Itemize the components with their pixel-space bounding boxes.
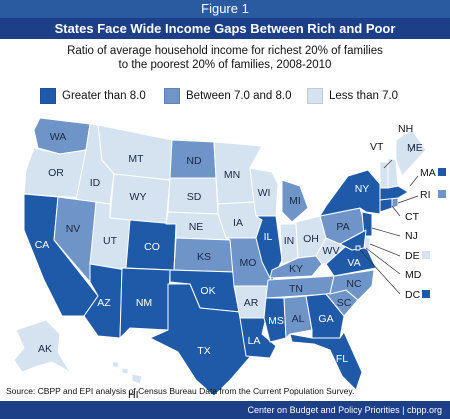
label-DC: DC — [405, 289, 421, 301]
label-VT: VT — [370, 141, 384, 153]
legend-label-high: Greater than 8.0 — [62, 90, 146, 102]
label-PA: PA — [336, 221, 349, 233]
state-NY — [319, 169, 381, 217]
state-ME — [395, 129, 427, 177]
legend-swatch-mid — [164, 88, 180, 104]
state-NM — [119, 267, 171, 339]
label-MS: MS — [268, 315, 284, 327]
legend-item-mid: Between 7.0 and 8.0 — [164, 87, 292, 105]
legend-label-low: Less than 7.0 — [329, 90, 399, 102]
state-AK — [13, 319, 71, 373]
state-NJ — [361, 211, 373, 237]
legend: Greater than 8.0 Between 7.0 and 8.0 Les… — [8, 87, 440, 105]
label-NY: NY — [355, 183, 370, 195]
figure-label: Figure 1 — [0, 0, 450, 18]
label-AK: AK — [38, 343, 52, 355]
label-IA: IA — [233, 217, 243, 229]
label-KY: KY — [289, 263, 303, 275]
callout-swatches — [422, 168, 446, 298]
label-DE: DE — [405, 250, 420, 262]
label-WI: WI — [258, 187, 271, 199]
label-OH: OH — [303, 233, 319, 245]
label-UT: UT — [103, 235, 118, 247]
label-VA: VA — [347, 257, 360, 269]
legend-swatch-high — [40, 88, 56, 104]
state-MS — [263, 297, 287, 343]
label-WV: WV — [323, 245, 340, 257]
label-MI: MI — [289, 195, 301, 207]
label-IL: IL — [264, 231, 273, 243]
swatch-MA — [438, 168, 446, 176]
label-MN: MN — [224, 169, 240, 181]
state-HI — [111, 361, 143, 385]
legend-swatch-low — [307, 88, 323, 104]
label-GA: GA — [318, 313, 333, 325]
callouts — [359, 145, 419, 295]
footer: Center on Budget and Policy Priorities |… — [0, 401, 450, 419]
state-NH — [387, 157, 399, 189]
state-NC — [329, 269, 375, 301]
label-TX: TX — [197, 345, 210, 357]
callout-labels: NH VT ME MA RI CT NJ DE MD DC AK HI — [38, 123, 436, 401]
label-OR: OR — [48, 167, 64, 179]
label-MT: MT — [128, 153, 144, 165]
state-FL — [289, 331, 363, 391]
label-OK: OK — [200, 285, 215, 297]
label-KS: KS — [197, 251, 211, 263]
label-CT: CT — [405, 211, 420, 223]
state-RI — [391, 197, 399, 209]
label-SD: SD — [187, 191, 202, 203]
label-FL: FL — [336, 353, 348, 365]
label-ME: ME — [407, 142, 423, 154]
legend-item-high: Greater than 8.0 — [40, 87, 146, 105]
swatch-DE — [422, 251, 430, 259]
label-NM: NM — [136, 297, 152, 309]
state-labels: WA OR CA ID NV AZ MT WY UT CO NM ND SD N… — [35, 131, 370, 365]
label-RI: RI — [420, 189, 431, 201]
label-WY: WY — [130, 191, 147, 203]
state-TX — [149, 283, 257, 397]
label-LA: LA — [248, 335, 261, 347]
state-MD — [339, 229, 367, 251]
swatch-DC — [422, 290, 430, 298]
state-VT — [379, 161, 389, 189]
label-NH: NH — [398, 123, 413, 135]
source-note: Source: CBPP and EPI analysis of Census … — [6, 386, 355, 396]
legend-item-low: Less than 7.0 — [307, 87, 398, 105]
label-ID: ID — [90, 177, 101, 189]
label-IN: IN — [284, 235, 295, 247]
label-NV: NV — [66, 223, 81, 235]
label-NJ: NJ — [405, 230, 418, 242]
label-CO: CO — [144, 241, 160, 253]
label-WA: WA — [50, 131, 67, 143]
label-NE: NE — [189, 221, 204, 233]
label-MO: MO — [240, 257, 257, 269]
state-AL — [283, 295, 313, 339]
label-MA: MA — [420, 167, 436, 179]
state-DC — [355, 245, 361, 251]
label-SC: SC — [337, 297, 352, 309]
figure-title: States Face Wide Income Gaps Between Ric… — [0, 18, 450, 39]
state-shapes — [13, 117, 427, 397]
label-CA: CA — [35, 239, 50, 251]
state-MI — [281, 179, 309, 223]
label-HI: HI — [128, 389, 139, 401]
label-ND: ND — [186, 155, 202, 167]
label-AL: AL — [292, 313, 305, 325]
subtitle-line-1: Ratio of average household income for ri… — [67, 45, 383, 57]
subtitle-line-2: to the poorest 20% of families, 2008-201… — [118, 59, 332, 71]
legend-label-mid: Between 7.0 and 8.0 — [186, 90, 292, 102]
label-AR: AR — [244, 297, 259, 309]
label-MD: MD — [405, 269, 422, 281]
label-NC: NC — [346, 278, 362, 290]
swatch-RI — [438, 190, 446, 198]
state-IL — [255, 215, 283, 283]
label-AZ: AZ — [97, 297, 111, 309]
label-TN: TN — [289, 283, 303, 295]
subtitle: Ratio of average household income for ri… — [0, 44, 450, 72]
